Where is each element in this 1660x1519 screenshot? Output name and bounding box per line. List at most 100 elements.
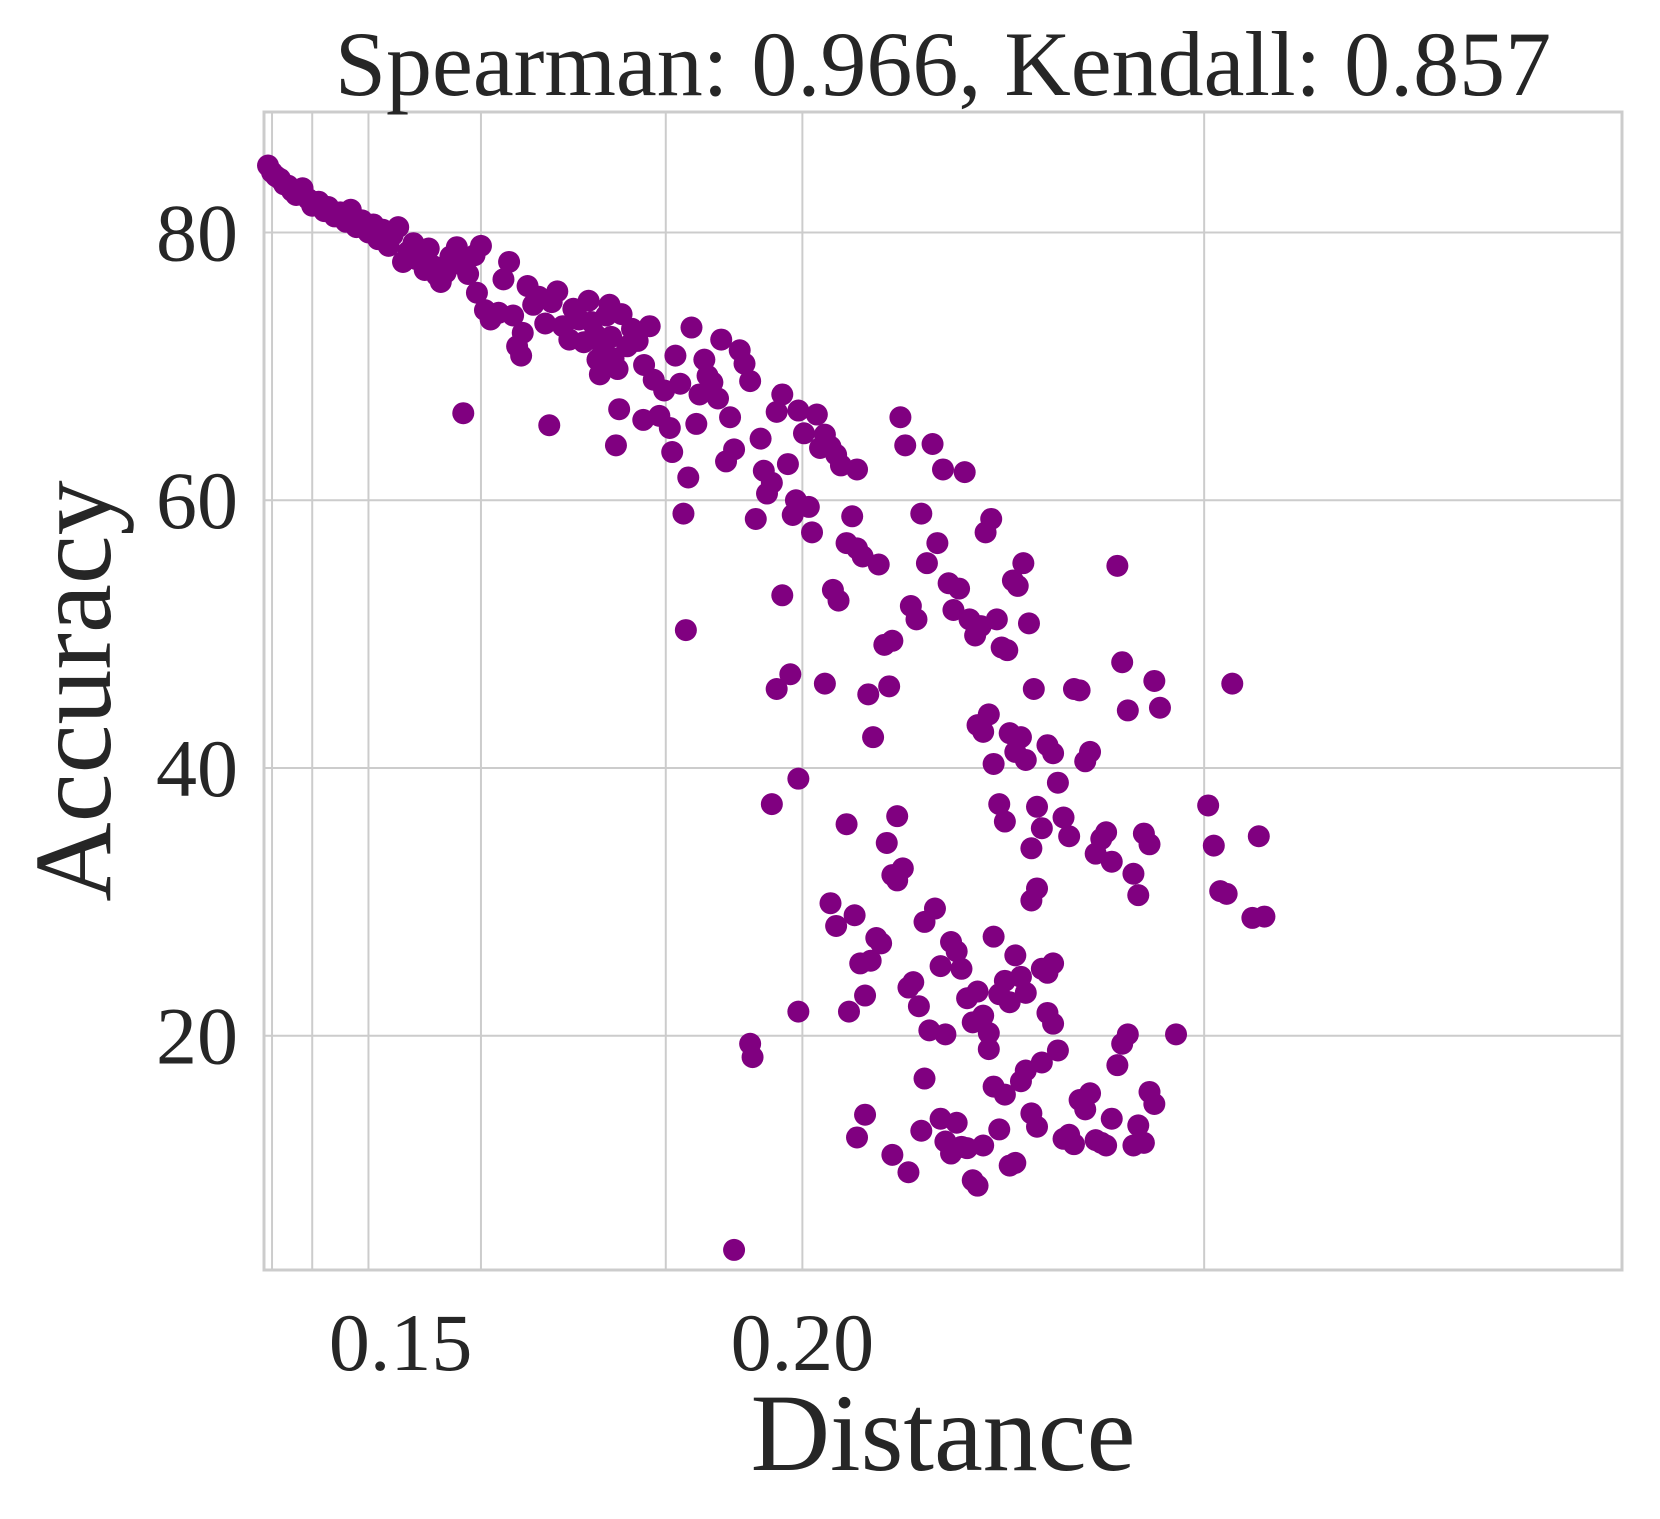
data-point <box>760 471 783 494</box>
data-point <box>1017 612 1040 635</box>
data-point <box>1022 677 1045 700</box>
data-point <box>982 752 1005 775</box>
data-point <box>1247 825 1270 848</box>
data-point <box>923 897 946 920</box>
data-point <box>604 434 627 457</box>
data-point <box>760 793 783 816</box>
data-point <box>765 400 788 423</box>
data-point <box>1046 771 1069 794</box>
data-point <box>926 532 949 555</box>
data-point <box>942 599 965 622</box>
data-point <box>1221 672 1244 695</box>
data-point <box>538 414 561 437</box>
points-layer <box>257 154 1276 1261</box>
data-point <box>813 672 836 695</box>
data-point <box>733 352 756 375</box>
data-point <box>841 505 864 528</box>
data-point <box>1132 1131 1155 1154</box>
data-point <box>387 216 410 239</box>
data-point <box>502 304 525 327</box>
data-point <box>1100 1107 1123 1130</box>
data-point <box>1079 1082 1102 1105</box>
data-point <box>910 1119 933 1142</box>
data-point <box>1004 1151 1027 1174</box>
data-point <box>977 1022 1000 1045</box>
data-point <box>787 1000 810 1023</box>
data-point <box>934 1023 957 1046</box>
data-point <box>980 507 1003 530</box>
data-point <box>707 387 730 410</box>
data-point <box>1014 981 1037 1004</box>
data-point <box>1215 882 1238 905</box>
data-point <box>452 402 475 425</box>
data-point <box>982 925 1005 948</box>
chart-title: Spearman: 0.966, Kendall: 0.857 <box>335 13 1551 115</box>
data-point <box>1042 742 1065 765</box>
data-point <box>626 329 649 352</box>
data-point <box>534 312 557 335</box>
data-point <box>966 980 989 1003</box>
data-point <box>988 793 1011 816</box>
data-point <box>417 237 440 260</box>
data-point <box>1012 552 1035 575</box>
data-point <box>1042 1012 1065 1035</box>
data-point <box>996 639 1019 662</box>
x-axis-label: Distance <box>751 1372 1136 1494</box>
data-point <box>1014 748 1037 771</box>
data-point <box>910 502 933 525</box>
data-point <box>771 584 794 607</box>
data-point <box>870 932 893 955</box>
data-point <box>827 589 850 612</box>
data-point <box>787 767 810 790</box>
plot-frame <box>262 110 1624 1272</box>
y-tick-label: 40 <box>156 723 238 814</box>
data-point <box>1030 1051 1053 1074</box>
data-point <box>805 403 828 426</box>
data-point <box>498 250 521 273</box>
data-point <box>1116 1023 1139 1046</box>
data-point <box>1020 837 1043 860</box>
data-point <box>1143 1092 1166 1115</box>
data-point <box>1100 850 1123 873</box>
data-point <box>905 608 928 631</box>
data-point <box>680 316 703 339</box>
data-point <box>897 1161 920 1184</box>
data-point <box>988 1118 1011 1141</box>
data-point <box>972 1134 995 1157</box>
data-point <box>600 325 623 348</box>
data-point <box>859 949 882 972</box>
data-point <box>608 398 631 421</box>
data-point <box>741 1046 764 1069</box>
data-point <box>1202 834 1225 857</box>
data-point <box>1062 1133 1085 1156</box>
data-point <box>1138 833 1161 856</box>
data-point <box>749 427 772 450</box>
data-point <box>1058 825 1081 848</box>
data-point <box>1026 795 1049 818</box>
data-point <box>674 619 697 642</box>
data-point <box>1122 862 1145 885</box>
data-point <box>787 399 810 422</box>
data-point <box>1042 952 1065 975</box>
data-point <box>1106 554 1129 577</box>
data-point <box>929 955 952 978</box>
data-point <box>1197 794 1220 817</box>
data-point <box>1026 1115 1049 1138</box>
data-point <box>889 406 912 429</box>
data-point <box>765 677 788 700</box>
data-point <box>948 577 971 600</box>
data-point <box>719 406 742 429</box>
data-point <box>825 914 848 937</box>
y-tick-label: 20 <box>156 991 238 1082</box>
data-point <box>792 422 815 445</box>
data-point <box>710 328 733 351</box>
data-point <box>1143 669 1166 692</box>
data-point <box>739 370 762 393</box>
data-point <box>902 971 925 994</box>
data-point <box>1079 740 1102 763</box>
data-point <box>801 521 824 544</box>
data-point <box>985 608 1008 631</box>
data-point <box>875 831 898 854</box>
data-point <box>1046 1039 1069 1062</box>
data-point <box>977 703 1000 726</box>
